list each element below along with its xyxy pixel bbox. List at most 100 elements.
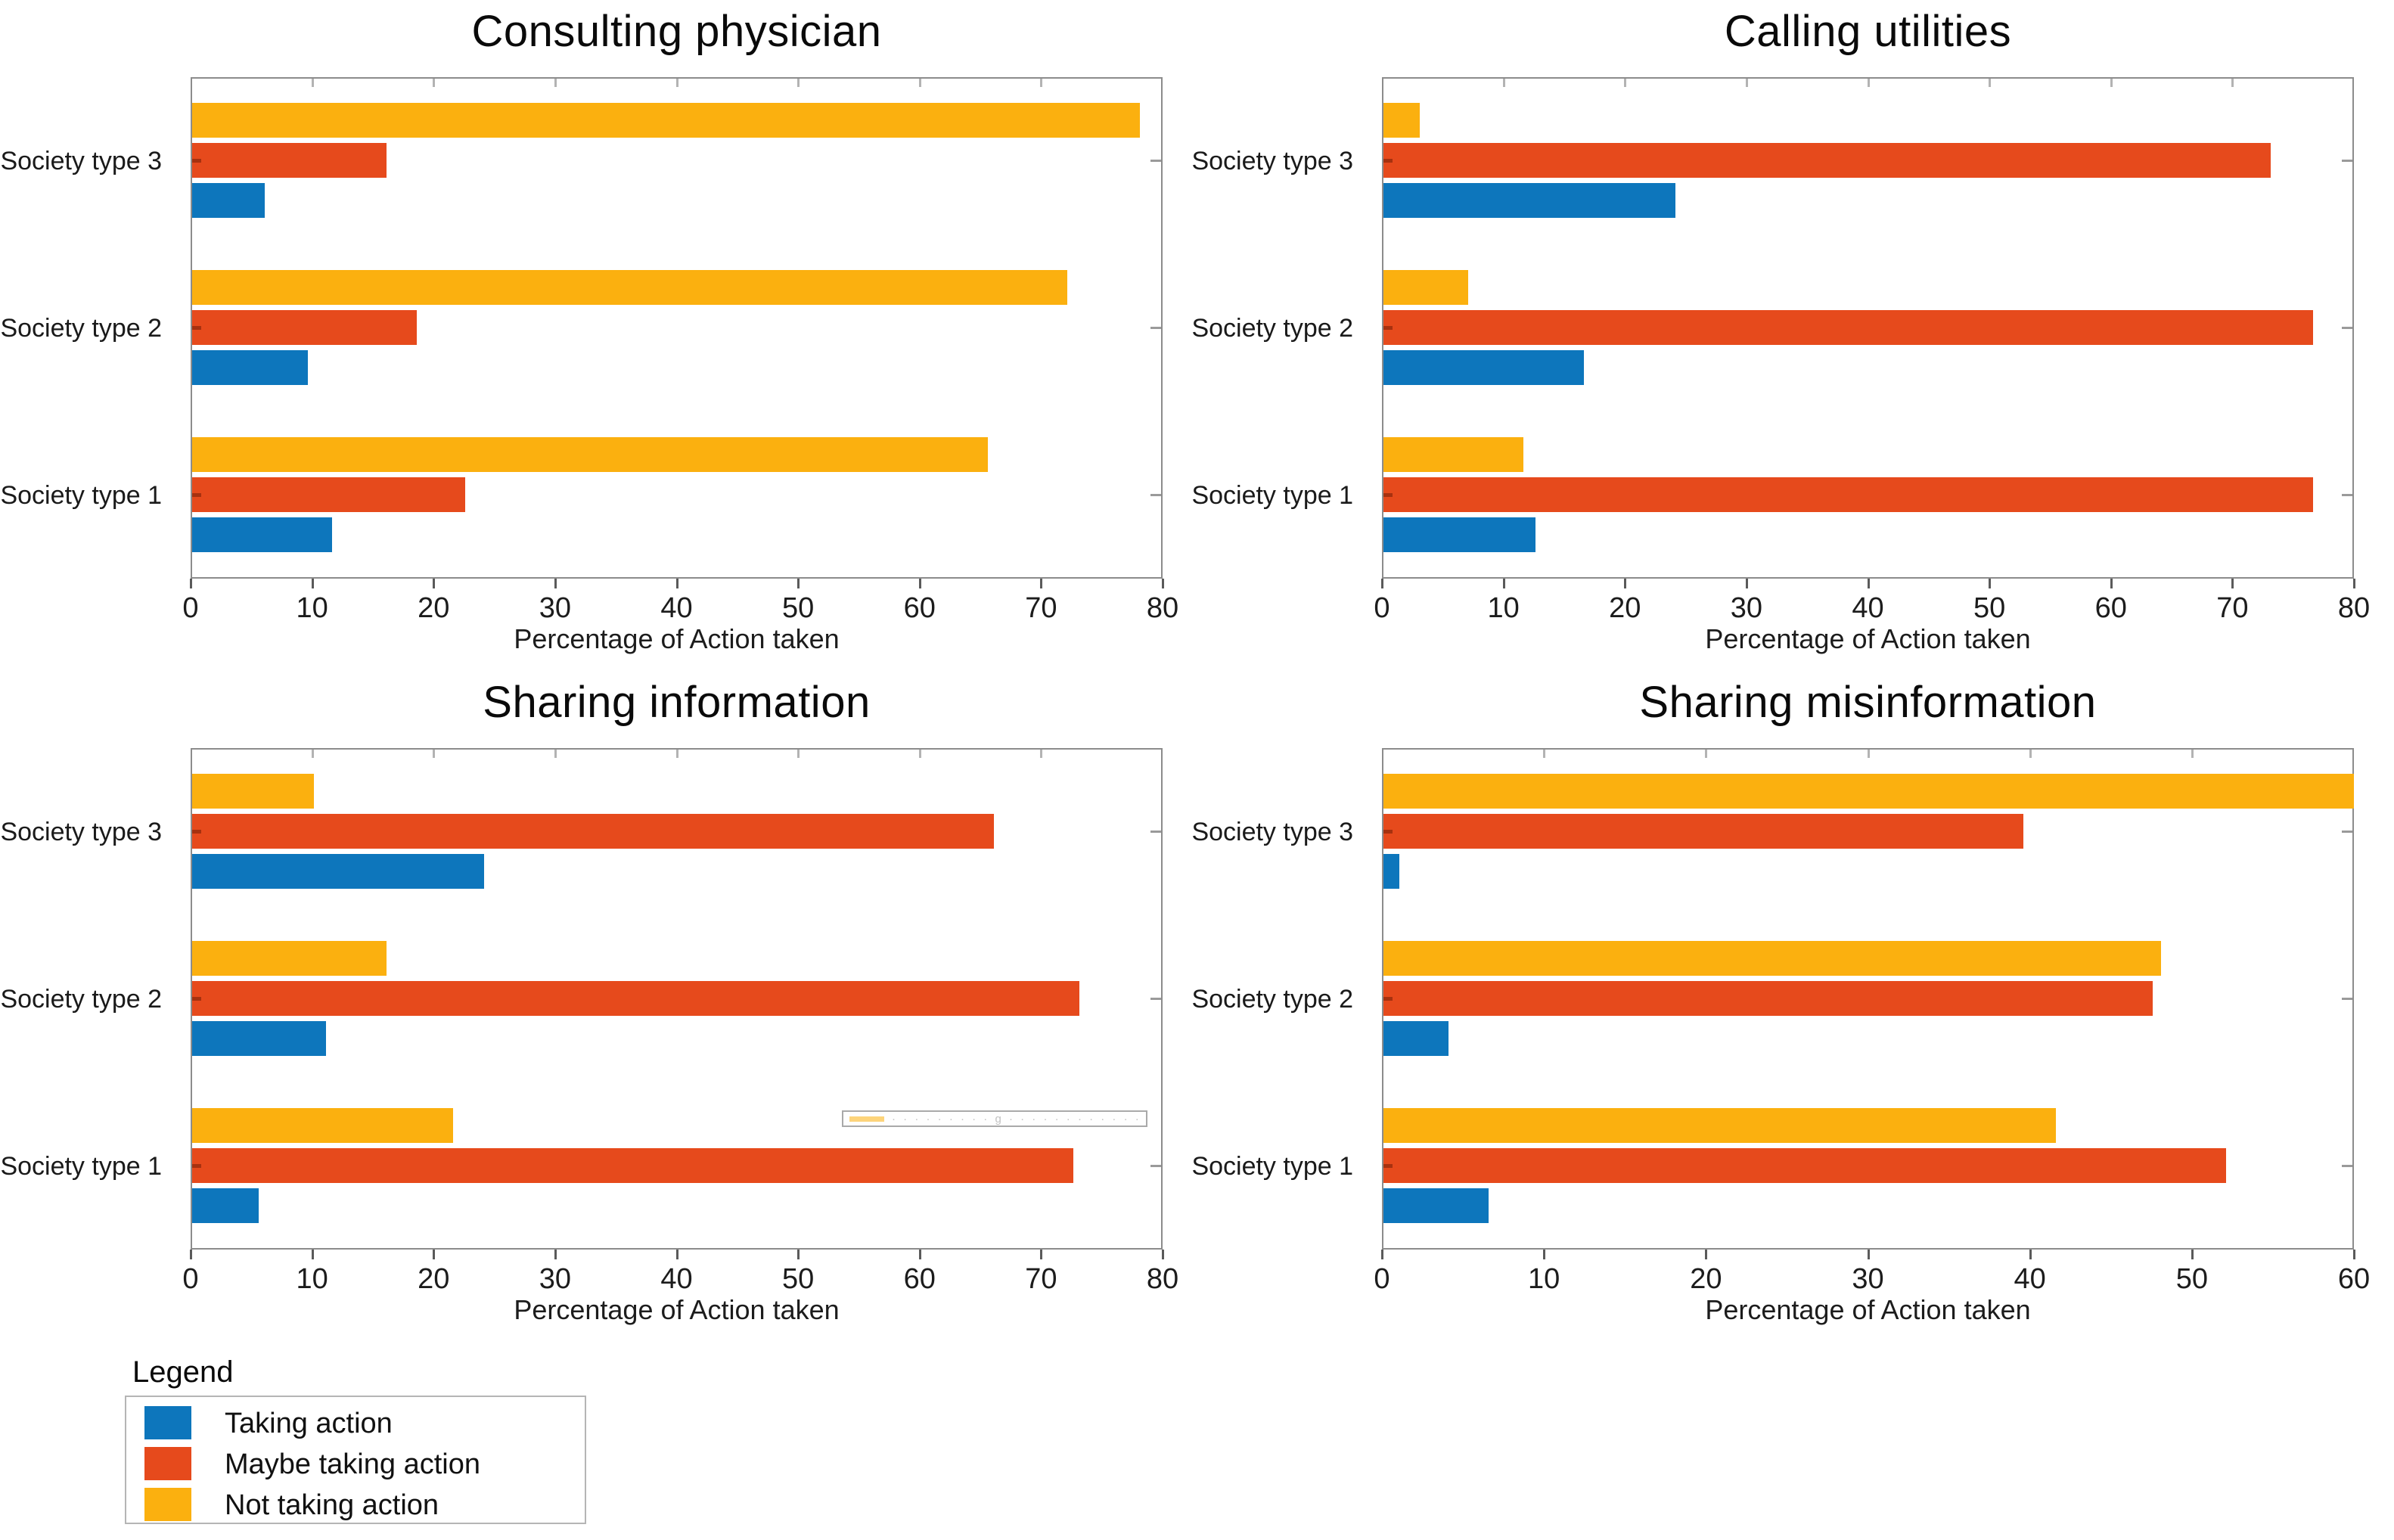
x-tick — [675, 1250, 678, 1259]
x-tick-label: 80 — [2337, 592, 2371, 624]
legend-item-maybe-taking-action: Maybe taking action — [126, 1447, 585, 1480]
y-tick-right — [2342, 998, 2352, 1000]
x-tick-top — [1867, 79, 1870, 87]
x-tick-label: 0 — [182, 592, 199, 624]
legend-label: Not taking action — [225, 1489, 439, 1521]
x-tick — [1502, 579, 1505, 588]
y-tick-right — [1150, 998, 1161, 1000]
bar-taking-action-society-type-2 — [1383, 350, 1585, 385]
bar-maybe-taking-action-society-type-3 — [192, 143, 387, 178]
x-tick — [1867, 579, 1870, 588]
x-tick-top — [797, 79, 800, 87]
x-tick — [1543, 1250, 1546, 1259]
x-tick-label: 20 — [418, 1263, 450, 1295]
x-tick-label: 30 — [1730, 592, 1763, 624]
faint-inset-legend: · · · · · · · · · g · · · · · · · · · · … — [842, 1110, 1147, 1127]
x-tick-top — [2029, 750, 2032, 758]
x-tick-top — [1040, 750, 1043, 758]
bar-maybe-taking-action-society-type-2 — [1383, 981, 2153, 1016]
x-tick — [918, 1250, 921, 1259]
x-tick-label: 40 — [2014, 1263, 2046, 1295]
x-tick-label: 40 — [1852, 592, 1884, 624]
bar-not-taking-action-society-type-3 — [192, 103, 1140, 138]
y-tick-right — [1150, 494, 1161, 496]
category-label: Society type 2 — [1191, 984, 1353, 1014]
bar-not-taking-action-society-type-1 — [1383, 437, 1523, 472]
bar-taking-action-society-type-2 — [192, 350, 308, 385]
x-tick-top — [918, 750, 921, 758]
bar-maybe-taking-action-society-type-1 — [1383, 477, 2313, 512]
x-tick-top — [2110, 79, 2113, 87]
x-axis-label: Percentage of Action taken — [514, 1294, 840, 1325]
y-tick-left — [192, 997, 201, 1001]
x-tick-top — [918, 79, 921, 87]
x-tick-top — [1502, 79, 1505, 87]
x-tick — [918, 579, 921, 588]
y-tick-left — [192, 159, 201, 163]
bar-not-taking-action-society-type-1 — [192, 437, 989, 472]
x-tick — [1162, 1250, 1164, 1259]
faint-legend-text: · · · · · · · · · g · · · · · · · · · · … — [892, 1112, 1141, 1126]
x-tick-label: 50 — [2175, 1263, 2208, 1295]
legend-title: Legend — [132, 1355, 234, 1389]
y-tick-left — [192, 326, 201, 330]
bar-taking-action-society-type-3 — [192, 854, 484, 889]
x-tick — [1162, 579, 1164, 588]
x-tick — [2110, 579, 2113, 588]
x-tick — [190, 579, 192, 588]
x-tick-top — [311, 79, 314, 87]
x-tick — [1381, 1250, 1383, 1259]
x-tick — [1989, 579, 1992, 588]
x-tick-label: 60 — [903, 1263, 936, 1295]
x-tick-top — [554, 79, 557, 87]
x-tick-top — [1867, 750, 1870, 758]
bar-taking-action-society-type-3 — [1383, 183, 1675, 218]
y-tick-left — [1383, 997, 1393, 1001]
x-tick — [1040, 579, 1043, 588]
legend-label: Maybe taking action — [225, 1448, 480, 1480]
y-tick-left — [1383, 159, 1393, 163]
category-label: Society type 1 — [0, 1151, 162, 1181]
category-label: Society type 3 — [0, 817, 162, 846]
x-tick-top — [1989, 79, 1992, 87]
bar-taking-action-society-type-1 — [1383, 517, 1535, 552]
chart-title: Sharing information — [483, 678, 871, 727]
x-tick-top — [1705, 750, 1708, 758]
bar-maybe-taking-action-society-type-2 — [1383, 310, 2313, 345]
x-tick-label: 40 — [660, 592, 693, 624]
bar-not-taking-action-society-type-2 — [192, 270, 1067, 305]
y-tick-right — [2342, 494, 2352, 496]
x-tick-label: 20 — [418, 592, 450, 624]
x-tick-label: 10 — [1487, 592, 1520, 624]
x-tick — [2353, 579, 2355, 588]
x-tick-label: 30 — [539, 592, 572, 624]
y-tick-left — [192, 493, 201, 497]
x-tick-top — [675, 79, 678, 87]
x-tick — [1381, 579, 1383, 588]
x-tick — [2231, 579, 2234, 588]
x-tick — [311, 1250, 314, 1259]
category-label: Society type 1 — [0, 480, 162, 510]
x-tick-label: 70 — [1025, 1263, 1057, 1295]
chart-title: Sharing misinformation — [1639, 678, 2097, 727]
bar-maybe-taking-action-society-type-3 — [192, 814, 995, 849]
bar-maybe-taking-action-society-type-1 — [1383, 1148, 2226, 1183]
x-tick-top — [554, 750, 557, 758]
x-tick-top — [1543, 750, 1546, 758]
y-tick-right — [1150, 160, 1161, 162]
x-tick — [433, 1250, 436, 1259]
y-tick-left — [1383, 1164, 1393, 1168]
x-tick-top — [675, 750, 678, 758]
category-label: Society type 2 — [1191, 313, 1353, 343]
x-tick-label: 50 — [781, 592, 815, 624]
category-label: Society type 2 — [0, 984, 162, 1014]
x-tick — [2353, 1250, 2355, 1259]
bar-taking-action-society-type-2 — [1383, 1021, 1449, 1056]
legend-swatch-not-taking-action — [144, 1488, 191, 1521]
y-tick-right — [1150, 327, 1161, 329]
x-tick-label: 80 — [1146, 592, 1179, 624]
category-label: Society type 3 — [1191, 146, 1353, 175]
x-tick — [311, 579, 314, 588]
bar-not-taking-action-society-type-3 — [1383, 774, 2354, 809]
